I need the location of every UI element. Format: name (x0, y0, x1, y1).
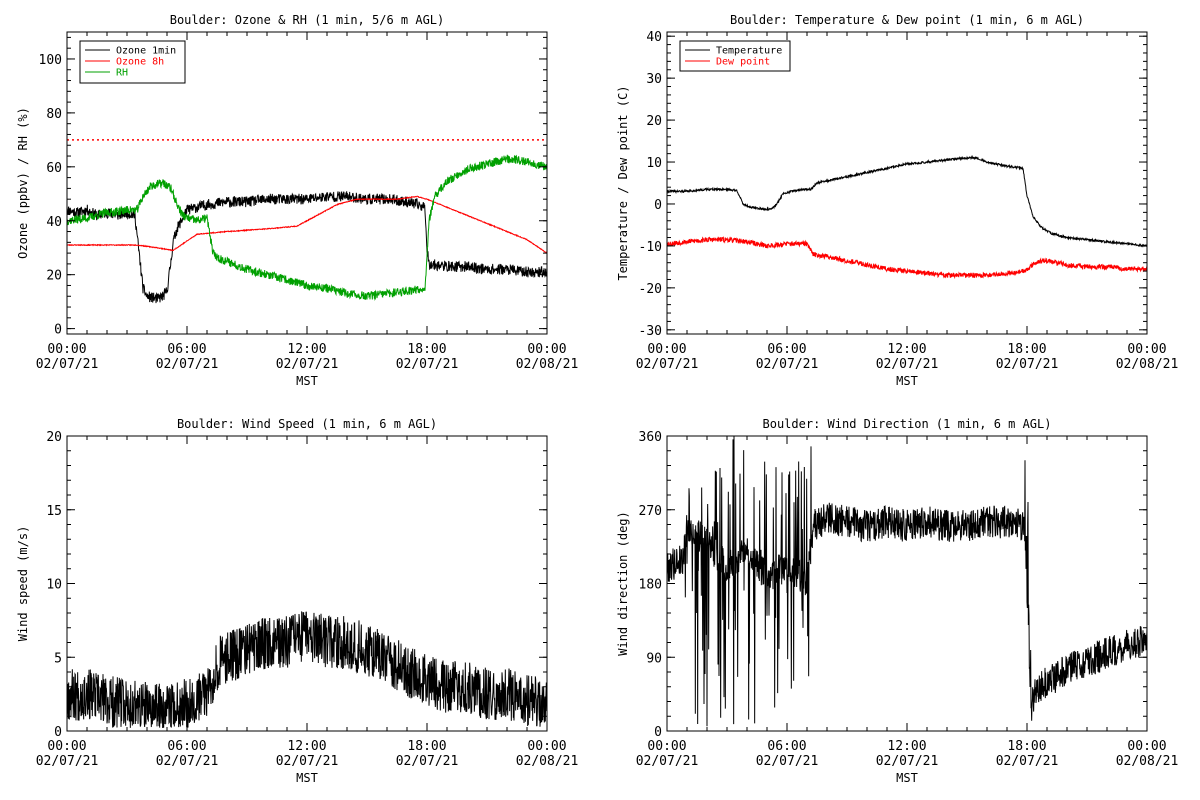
x-tick-time-label: 06:00 (767, 342, 806, 357)
y-tick-label: 60 (46, 161, 62, 176)
x-tick-time-label: 00:00 (647, 739, 686, 754)
x-tick-time-label: 18:00 (1007, 739, 1046, 754)
x-tick-date-label: 02/07/21 (396, 357, 459, 372)
x-axis-label: MST (896, 771, 918, 785)
x-tick-date-label: 02/07/21 (636, 357, 699, 372)
x-tick-date-label: 02/07/21 (156, 754, 219, 769)
chart-title: Boulder: Wind Speed (1 min, 6 m AGL) (177, 417, 437, 431)
y-tick-label: 20 (46, 269, 62, 284)
x-tick-date-label: 02/07/21 (36, 357, 99, 372)
x-tick-date-label: 02/08/21 (516, 754, 579, 769)
x-tick-date-label: 02/07/21 (36, 754, 99, 769)
x-tick-time-label: 12:00 (887, 739, 926, 754)
x-tick-time-label: 12:00 (287, 739, 326, 754)
y-axis-label: Wind direction (deg) (616, 511, 630, 656)
x-tick-date-label: 02/07/21 (996, 754, 1059, 769)
x-tick-date-label: 02/07/21 (996, 357, 1059, 372)
chart-title: Boulder: Wind Direction (1 min, 6 m AGL) (763, 417, 1052, 431)
x-tick-date-label: 02/07/21 (756, 357, 819, 372)
y-tick-label: 0 (54, 323, 62, 338)
y-axis-label: Ozone (ppbv) / RH (%) (16, 107, 30, 259)
y-tick-label: 10 (46, 578, 62, 593)
y-tick-label: 30 (646, 72, 662, 87)
x-tick-time-label: 06:00 (767, 739, 806, 754)
x-tick-date-label: 02/08/21 (516, 357, 579, 372)
chart-title: Boulder: Ozone & RH (1 min, 5/6 m AGL) (170, 13, 445, 27)
series-line-data (666, 436, 1148, 727)
series-line-rh (66, 154, 548, 301)
series-line-data (66, 611, 548, 728)
legend-entry: RH (116, 68, 128, 79)
x-tick-date-label: 02/07/21 (876, 754, 939, 769)
y-tick-label: 90 (646, 651, 662, 666)
x-tick-date-label: 02/08/21 (1116, 357, 1179, 372)
x-axis-label: MST (296, 374, 318, 388)
temperature-dewpoint-panel: Boulder: Temperature & Dew point (1 min,… (616, 13, 1178, 388)
x-tick-time-label: 18:00 (407, 342, 446, 357)
x-tick-time-label: 18:00 (407, 739, 446, 754)
x-tick-time-label: 00:00 (647, 342, 686, 357)
y-axis-label: Wind speed (m/s) (16, 526, 30, 642)
y-tick-label: 80 (46, 107, 62, 122)
legend-entry: Temperature (716, 46, 782, 57)
plot-frame (666, 435, 1148, 732)
x-tick-date-label: 02/07/21 (756, 754, 819, 769)
legend-box (79, 40, 186, 84)
y-tick-label: 0 (54, 725, 62, 740)
legend-box (679, 40, 791, 72)
y-tick-label: 0 (654, 725, 662, 740)
y-tick-label: 5 (54, 651, 62, 666)
y-tick-label: 180 (639, 578, 662, 593)
y-tick-label: 10 (646, 156, 662, 171)
x-tick-date-label: 02/07/21 (276, 754, 339, 769)
series-line-dew-point (666, 236, 1148, 280)
wind-speed-panel: Boulder: Wind Speed (1 min, 6 m AGL) 0 5 10… (16, 417, 578, 785)
plot-frame (666, 31, 1148, 335)
y-tick-label: 20 (46, 430, 62, 445)
chart-title: Boulder: Temperature & Dew point (1 min,… (730, 13, 1084, 27)
x-tick-time-label: 00:00 (1127, 739, 1166, 754)
series-line-temperature (666, 154, 1148, 248)
x-tick-date-label: 02/07/21 (876, 357, 939, 372)
x-tick-time-label: 00:00 (47, 342, 86, 357)
y-tick-label: -20 (639, 282, 662, 297)
series-line-ozone-8h (66, 195, 548, 254)
y-tick-label: 40 (46, 215, 62, 230)
x-tick-time-label: 00:00 (527, 739, 566, 754)
x-tick-date-label: 02/08/21 (1116, 754, 1179, 769)
x-tick-time-label: 06:00 (167, 739, 206, 754)
x-tick-time-label: 00:00 (1127, 342, 1166, 357)
legend-entry: Dew point (716, 57, 770, 68)
x-tick-date-label: 02/07/21 (396, 754, 459, 769)
y-tick-label: -30 (639, 324, 662, 339)
x-axis-label: MST (296, 771, 318, 785)
ozone-rh-panel: Boulder: Ozone & RH (1 min, 5/6 m AGL)02… (16, 13, 578, 388)
y-tick-label: 20 (646, 114, 662, 129)
wind-direction-panel: Boulder: Wind Direction (1 min, 6 m AGL)… (616, 417, 1178, 785)
x-tick-time-label: 12:00 (287, 342, 326, 357)
legend-entry: Ozone 8h (116, 57, 164, 68)
x-tick-time-label: 06:00 (167, 342, 206, 357)
y-tick-label: 15 (46, 504, 62, 519)
x-tick-time-label: 18:00 (1007, 342, 1046, 357)
x-tick-time-label: 00:00 (527, 342, 566, 357)
x-tick-date-label: 02/07/21 (276, 357, 339, 372)
y-tick-label: 270 (639, 504, 662, 519)
y-tick-label: 360 (639, 430, 662, 445)
series-line-ozone-1min (66, 191, 548, 304)
y-tick-label: 100 (39, 53, 62, 68)
x-tick-time-label: 12:00 (887, 342, 926, 357)
y-tick-label: 0 (654, 198, 662, 213)
x-tick-time-label: 00:00 (47, 739, 86, 754)
legend-entry: Ozone 1min (116, 46, 176, 57)
x-tick-date-label: 02/07/21 (636, 754, 699, 769)
x-tick-date-label: 02/07/21 (156, 357, 219, 372)
y-axis-label: Temperature / Dew point (C) (616, 85, 630, 280)
x-axis-label: MST (896, 374, 918, 388)
y-tick-label: -10 (639, 240, 662, 255)
y-tick-label: 40 (646, 30, 662, 45)
